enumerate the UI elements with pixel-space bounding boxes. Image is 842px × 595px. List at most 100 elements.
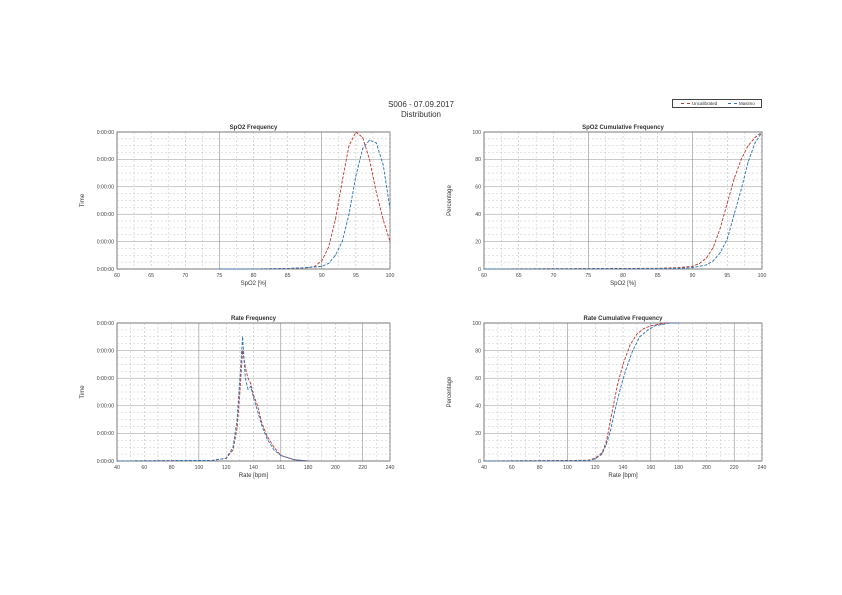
legend: Uncalibrated Masimo [672,99,762,108]
data-point [257,405,259,407]
data-point [280,454,282,456]
chart-1: 60 65 70 75 80 85 90 95 100 0:00:00 0:00:00 0:00:00… [80,125,394,287]
x-axis-label: Rate [bpm] [239,473,269,479]
x-tick-label: 90 [690,273,696,279]
x-tick-label: 60 [481,273,487,279]
data-point [692,265,693,267]
y-tick-label: 80 [475,157,481,163]
x-tick-label: 95 [353,273,359,279]
data-point [328,246,330,248]
data-point [116,460,118,462]
data-point [747,161,749,163]
y-tick-label: 0:00:00 [97,431,114,437]
data-point [369,158,371,160]
data-point [362,136,364,138]
data-point [250,385,252,387]
data-point [321,265,323,267]
x-tick-label: 80 [251,273,257,279]
series-line-2 [483,322,679,462]
data-point [726,202,728,204]
series-line-1 [483,322,679,462]
data-point [261,421,263,423]
data-point [616,384,618,386]
data-point [601,453,603,455]
x-tick-label: 240 [758,465,767,471]
data-point [754,142,756,144]
y-tick-label: 0:00:00 [97,212,114,218]
x-tick-label: 160 [646,465,655,471]
x-tick-label: 100 [758,273,767,279]
x-tick-label: 60 [141,465,147,471]
figure-subtitle: Distribution [400,110,441,119]
data-point [261,424,263,426]
data-point [389,208,391,210]
x-tick-label: 220 [358,465,367,471]
data-point [678,322,680,324]
data-point [348,213,350,215]
chart-title: SpO2 Frequency [230,125,278,131]
data-point [657,268,659,270]
data-point [375,142,377,144]
data-point [654,325,656,327]
x-tick-label: 65 [148,273,154,279]
data-point [712,260,714,262]
y-tick-label: 100 [472,321,481,327]
data-point [587,460,589,462]
y-tick-label: 0 [478,267,481,273]
y-tick-label: 0:00:00 [97,376,114,382]
data-point [678,267,680,269]
data-point [643,328,645,330]
data-point [253,268,254,270]
x-tick-label: 240 [386,465,395,471]
y-tick-label: 20 [475,431,481,437]
data-point [389,241,391,243]
series-line-1 [483,131,763,270]
data-point [636,333,638,335]
figure-title-block: S006 - 07.09.2017 Distribution [0,100,842,120]
data-point [647,329,649,331]
chart-3: 40 60 80 100 120 140 161 180 200 220 240 0:00:00 0:0… [80,316,394,479]
data-point [334,219,336,221]
data-point [629,344,631,346]
data-point [747,145,749,147]
chart-title: Rate Frequency [231,316,277,322]
data-point [239,391,241,393]
x-tick-label: 200 [702,465,711,471]
data-point [242,350,244,352]
data-point [726,238,728,240]
legend-label-b: Masimo [739,101,755,106]
x-tick-label: 200 [331,465,340,471]
data-point [625,369,627,371]
y-axis-label: Percentage [447,376,453,407]
data-point [712,246,714,248]
data-point [740,158,742,160]
data-point [609,430,611,432]
data-point [608,427,610,429]
data-point [257,410,259,412]
y-tick-label: 0:00:00 [97,239,114,245]
figure-title: S006 - 07.09.2017 [388,100,454,109]
y-tick-label: 0:00:00 [97,404,114,410]
legend-swatch-a [681,103,690,104]
data-point [733,213,735,215]
data-point [650,325,652,327]
data-point [369,139,371,141]
data-point [232,449,234,451]
data-point [733,178,735,180]
y-axis-label: Percentage [447,185,453,216]
x-tick-label: 80 [537,465,543,471]
y-tick-label: 60 [475,376,481,382]
y-tick-label: 80 [475,348,481,354]
x-tick-label: 40 [114,465,120,471]
data-point [293,459,295,461]
data-point [669,322,671,324]
data-point [232,446,234,448]
data-point [719,227,721,229]
legend-swatch-b [728,103,737,104]
data-point [382,164,384,166]
data-point [355,175,357,177]
data-point [334,254,336,256]
x-tick-label: 70 [182,273,188,279]
data-point [218,268,220,270]
